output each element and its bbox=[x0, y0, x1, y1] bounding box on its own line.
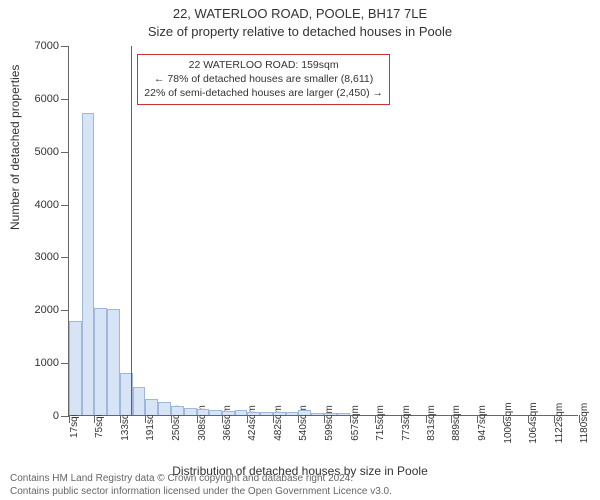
annotation-line: 22 WATERLOO ROAD: 159sqm bbox=[144, 58, 383, 72]
footer-attribution: Contains HM Land Registry data © Crown c… bbox=[10, 472, 392, 498]
y-tick-label: 0 bbox=[53, 410, 59, 422]
chart-container: 22, WATERLOO ROAD, POOLE, BH17 7LE Size … bbox=[0, 0, 600, 500]
x-tick-label: 715sqm bbox=[375, 405, 386, 441]
x-tick-label: 889sqm bbox=[451, 405, 462, 441]
histogram-bar bbox=[235, 410, 248, 415]
histogram-bar bbox=[133, 387, 146, 415]
histogram-bar bbox=[184, 408, 197, 415]
y-tick-label: 5000 bbox=[35, 146, 59, 158]
x-tick-label: 424sqm bbox=[247, 405, 258, 441]
histogram-bar bbox=[145, 399, 158, 415]
title-main: 22, WATERLOO ROAD, POOLE, BH17 7LE bbox=[0, 6, 600, 21]
y-tick bbox=[61, 205, 69, 206]
annotation-line: 22% of semi-detached houses are larger (… bbox=[144, 86, 383, 100]
y-tick bbox=[61, 152, 69, 153]
histogram-bar bbox=[158, 402, 171, 415]
histogram-bar bbox=[337, 413, 350, 415]
histogram-bar bbox=[298, 410, 311, 415]
annotation-box: 22 WATERLOO ROAD: 159sqm← 78% of detache… bbox=[137, 54, 390, 105]
chart-area: 0100020003000400050006000700017sqm75sqm1… bbox=[68, 46, 578, 416]
x-tick-label: 599sqm bbox=[324, 405, 335, 441]
y-tick-label: 4000 bbox=[35, 199, 59, 211]
x-tick-label: 773sqm bbox=[401, 405, 412, 441]
y-tick-label: 1000 bbox=[35, 357, 59, 369]
y-tick bbox=[61, 46, 69, 47]
histogram-bar bbox=[273, 412, 286, 415]
histogram-bar bbox=[260, 412, 273, 415]
histogram-bar bbox=[94, 308, 107, 415]
x-tick-label: 482sqm bbox=[273, 405, 284, 441]
histogram-bar bbox=[311, 413, 324, 415]
y-tick-label: 6000 bbox=[35, 93, 59, 105]
y-tick bbox=[61, 99, 69, 100]
histogram-bar bbox=[107, 309, 120, 415]
y-tick bbox=[61, 416, 69, 417]
histogram-bar bbox=[209, 410, 222, 415]
y-tick-label: 3000 bbox=[35, 251, 59, 263]
marker-line bbox=[131, 46, 132, 415]
histogram-bar bbox=[222, 411, 235, 415]
title-sub: Size of property relative to detached ho… bbox=[0, 24, 600, 39]
y-tick bbox=[61, 363, 69, 364]
plot-region: 0100020003000400050006000700017sqm75sqm1… bbox=[68, 46, 578, 416]
x-tick-label: 657sqm bbox=[350, 405, 361, 441]
x-tick-label: 1006sqm bbox=[503, 402, 514, 443]
y-tick-label: 7000 bbox=[35, 40, 59, 52]
x-tick-label: 1064sqm bbox=[528, 402, 539, 443]
annotation-line: ← 78% of detached houses are smaller (8,… bbox=[144, 72, 383, 86]
histogram-bar bbox=[69, 321, 82, 415]
y-tick bbox=[61, 310, 69, 311]
footer-line-1: Contains HM Land Registry data © Crown c… bbox=[10, 472, 392, 485]
y-tick-label: 2000 bbox=[35, 304, 59, 316]
x-tick-label: 831sqm bbox=[426, 405, 437, 441]
histogram-bar bbox=[286, 412, 299, 415]
histogram-bar bbox=[324, 413, 337, 415]
x-tick-label: 1122sqm bbox=[554, 403, 565, 443]
x-tick-label: 1180sqm bbox=[579, 403, 590, 443]
histogram-bar bbox=[247, 412, 260, 415]
y-axis-label: Number of detached properties bbox=[8, 65, 22, 230]
footer-line-2: Contains public sector information licen… bbox=[10, 485, 392, 498]
x-tick-label: 947sqm bbox=[477, 405, 488, 441]
histogram-bar bbox=[171, 406, 184, 415]
y-tick bbox=[61, 257, 69, 258]
histogram-bar bbox=[197, 409, 210, 415]
histogram-bar bbox=[82, 113, 95, 415]
